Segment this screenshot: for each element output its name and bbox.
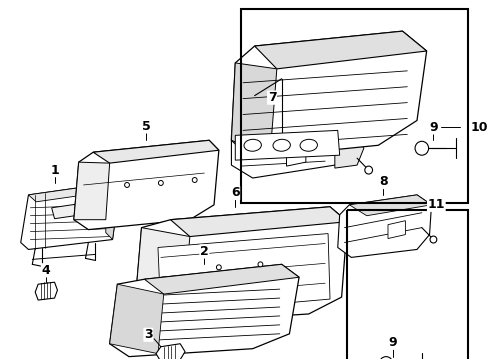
Text: 9: 9 (389, 336, 397, 349)
Circle shape (192, 177, 197, 183)
Text: 3: 3 (144, 328, 152, 341)
Polygon shape (171, 207, 347, 237)
Ellipse shape (244, 139, 261, 151)
Polygon shape (388, 221, 405, 239)
Bar (241, 9, 468, 203)
Polygon shape (231, 111, 349, 178)
Circle shape (430, 236, 437, 243)
Text: 2: 2 (200, 245, 209, 258)
Polygon shape (110, 264, 299, 357)
Polygon shape (231, 31, 427, 158)
Polygon shape (51, 204, 82, 219)
Polygon shape (233, 111, 349, 138)
Text: 9: 9 (429, 121, 438, 134)
Polygon shape (156, 344, 185, 360)
Text: 7: 7 (268, 91, 276, 104)
Polygon shape (231, 63, 277, 155)
Polygon shape (145, 264, 299, 294)
Circle shape (365, 166, 372, 174)
Polygon shape (93, 140, 219, 163)
Polygon shape (235, 130, 340, 160)
Polygon shape (21, 183, 119, 249)
Circle shape (258, 262, 263, 267)
Polygon shape (338, 195, 432, 257)
Polygon shape (335, 138, 364, 168)
Polygon shape (106, 183, 119, 239)
Polygon shape (135, 207, 347, 324)
Polygon shape (349, 195, 432, 216)
Polygon shape (110, 284, 164, 354)
Text: 6: 6 (231, 186, 240, 199)
Text: 4: 4 (42, 264, 50, 277)
Polygon shape (135, 228, 190, 314)
Circle shape (379, 357, 393, 360)
Polygon shape (74, 140, 219, 230)
Text: 1: 1 (50, 163, 59, 176)
Polygon shape (28, 183, 119, 202)
Text: 11: 11 (428, 198, 445, 211)
Text: 5: 5 (142, 120, 151, 133)
Circle shape (415, 141, 429, 155)
Ellipse shape (273, 139, 291, 151)
Bar (347, 210, 468, 360)
Polygon shape (35, 282, 57, 300)
Ellipse shape (300, 139, 318, 151)
Circle shape (158, 180, 163, 185)
Text: 8: 8 (379, 175, 388, 189)
Polygon shape (255, 31, 427, 69)
Polygon shape (74, 162, 110, 220)
Polygon shape (287, 148, 306, 166)
Circle shape (124, 183, 129, 188)
Polygon shape (158, 234, 330, 314)
Text: 10: 10 (470, 121, 488, 134)
Circle shape (217, 265, 221, 270)
